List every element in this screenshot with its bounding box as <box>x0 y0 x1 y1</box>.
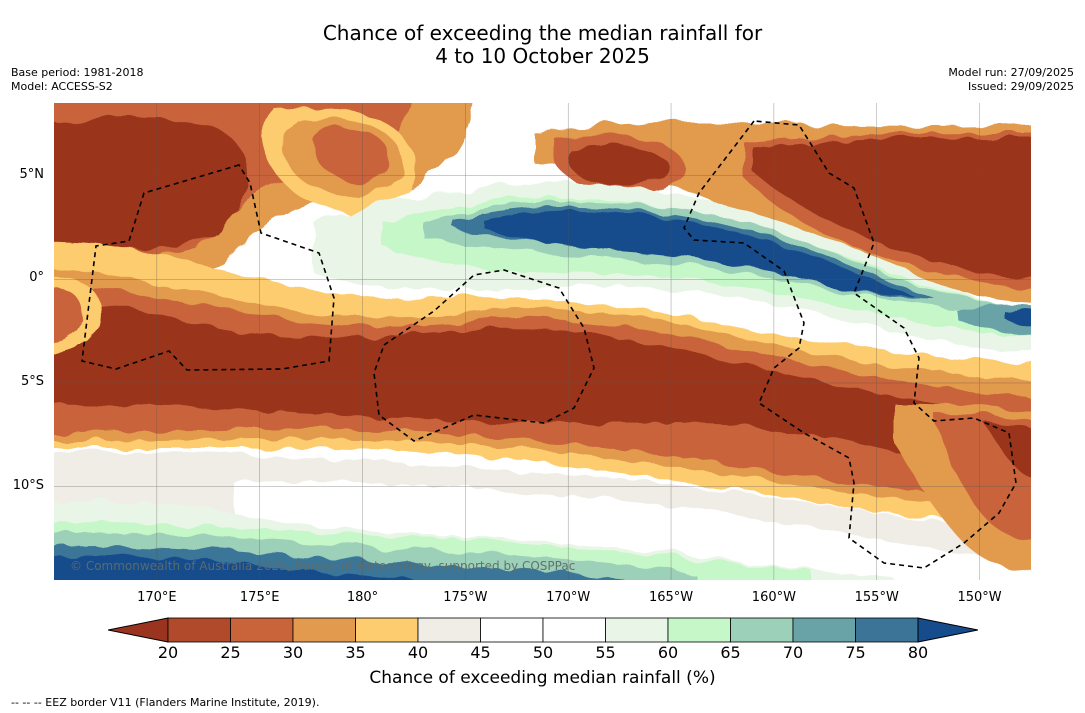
colorbar-tick-5: 45 <box>470 643 491 662</box>
colorbar-tick-3: 35 <box>345 643 366 662</box>
graticule <box>54 103 1031 580</box>
colorbar-tick-6: 50 <box>532 643 554 662</box>
map-title: Chance of exceeding the median rainfall … <box>0 22 1085 68</box>
colorbar-segment-7 <box>605 617 669 643</box>
probability-field <box>54 103 1031 580</box>
colorbar-segment-5 <box>480 617 544 643</box>
model-label: Model: ACCESS-S2 <box>11 79 113 93</box>
lon-label-1: 175°E <box>239 590 280 605</box>
rainfall-probability-map <box>54 103 1031 580</box>
colorbar-segment-0 <box>167 617 231 643</box>
title-line-2: 4 to 10 October 2025 <box>435 44 650 68</box>
meta-right: Model run: 27/09/2025 Issued: 29/09/2025 <box>948 66 1074 93</box>
band-south-20 <box>54 302 1031 477</box>
colorbar-segment-2 <box>292 617 356 643</box>
colorbar-segment-10 <box>792 617 856 643</box>
lat-label-3: 10°S <box>12 477 44 493</box>
colorbar-tick-2: 30 <box>282 643 304 662</box>
band-west-equator-30 <box>54 287 83 343</box>
eez-border-kiribati-gilberts <box>81 164 335 371</box>
colorbar-tick-10: 70 <box>782 643 804 662</box>
wet-patch-east-80 <box>1004 309 1031 327</box>
colorbar-segment-1 <box>230 617 294 643</box>
lon-label-6: 160°W <box>751 590 796 605</box>
colorbar-tick-4: 40 <box>407 643 429 662</box>
lat-label-0: 5°N <box>19 166 45 182</box>
lon-label-0: 170°E <box>137 590 177 605</box>
lon-label-4: 170°W <box>546 590 591 605</box>
meta-left: Base period: 1981-2018 Model: ACCESS-S2 <box>11 66 143 93</box>
colorbar-tick-12: 80 <box>907 643 929 662</box>
lon-label-7: 155°W <box>854 590 899 605</box>
colorbar-label: Chance of exceeding median rainfall (%) <box>369 668 716 688</box>
band-north-west-20 <box>54 117 247 250</box>
colorbar-tick-1: 25 <box>220 643 241 662</box>
issued-label: Issued: 29/09/2025 <box>967 79 1074 93</box>
colorbar-tick-0: 20 <box>157 643 179 662</box>
colorbar-segment-11 <box>855 617 919 643</box>
colorbar-extend-high <box>917 617 978 643</box>
eez-borders <box>81 120 1017 569</box>
lat-label-2: 5°S <box>20 373 44 389</box>
title-line-1: Chance of exceeding the median rainfall … <box>322 21 763 45</box>
colorbar-tick-11: 75 <box>845 643 866 662</box>
colorbar-segment-8 <box>667 617 731 643</box>
colorbar <box>108 617 978 643</box>
copyright-notice: © Commonwealth of Australia 2025, Bureau… <box>70 559 576 573</box>
model-run-label: Model run: 27/09/2025 <box>948 66 1074 79</box>
colorbar-extend-low <box>108 617 169 643</box>
colorbar-tick-8: 60 <box>657 643 679 662</box>
eez-legend-note: -- -- -- EEZ border V11 (Flanders Marine… <box>11 696 320 709</box>
lon-label-2: 180° <box>346 590 379 605</box>
eez-border-phoenix-islands <box>373 269 595 442</box>
lat-label-1: 0° <box>29 270 44 286</box>
colorbar-segment-6 <box>542 617 606 643</box>
eez-border-line-islands <box>683 120 1017 569</box>
colorbar-tick-9: 65 <box>720 643 741 662</box>
band-southeast-20 <box>984 423 1031 479</box>
colorbar-segment-3 <box>355 617 419 643</box>
band-northeast-20 <box>754 138 1031 278</box>
lon-label-5: 165°W <box>648 590 694 605</box>
lon-label-8: 150°W <box>957 590 1002 605</box>
wet-tongue-80 <box>484 210 914 295</box>
colorbar-segment-9 <box>730 617 794 643</box>
colorbar-tick-7: 55 <box>595 643 616 662</box>
band-north-center-25 <box>314 126 390 184</box>
colorbar-segment-4 <box>417 617 481 643</box>
band-far-south-80 <box>54 555 404 580</box>
base-period-label: Base period: 1981-2018 <box>11 66 144 79</box>
lon-label-3: 175°W <box>443 590 488 605</box>
